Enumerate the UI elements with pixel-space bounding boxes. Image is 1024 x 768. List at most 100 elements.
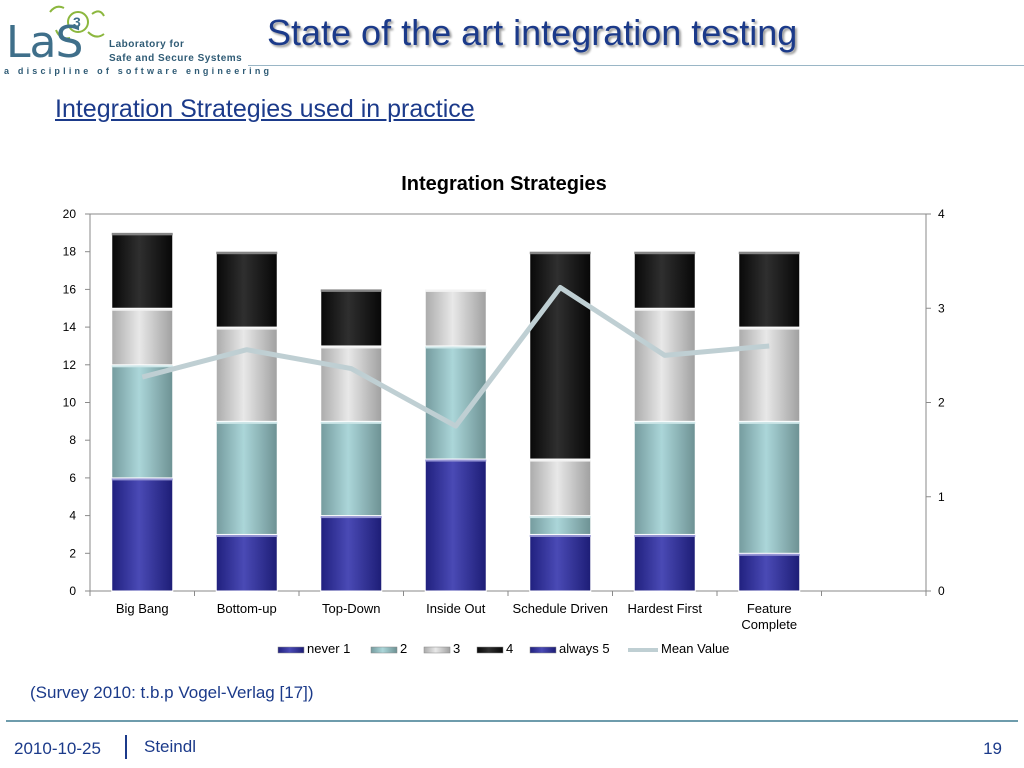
y-tick-label: 8	[69, 433, 76, 447]
header-divider	[248, 65, 1024, 66]
bar-segment-highlight	[320, 515, 382, 519]
bar-segment-highlight	[634, 421, 696, 424]
logo-mark-digit: 3	[73, 14, 81, 30]
bar-segment	[529, 251, 592, 460]
bar-segment	[738, 420, 801, 554]
bar-segment-highlight	[216, 251, 278, 255]
y-tick-label: 2	[69, 546, 76, 560]
legend-swatch	[370, 646, 398, 654]
bar-segment	[320, 345, 383, 422]
bar-segment	[320, 420, 383, 517]
footer-author: Steindl	[144, 737, 196, 756]
bar-segment	[633, 533, 696, 592]
bar-segment-highlight	[425, 289, 487, 292]
bar-segment-highlight	[216, 421, 278, 424]
bar-segment	[738, 326, 801, 422]
y-tick-label: 20	[63, 207, 77, 221]
bar-segment-highlight	[320, 421, 382, 424]
footer-date: 2010-10-25	[14, 739, 101, 758]
y-tick-label: 4	[69, 509, 76, 523]
bar-segment	[320, 288, 383, 347]
logo-line-1: Laboratory for	[109, 39, 185, 50]
bar-segment	[215, 326, 278, 422]
legend-label: always 5	[559, 641, 610, 656]
legend-label: 3	[453, 641, 460, 656]
y2-tick-label: 2	[938, 396, 945, 410]
bar-segment-highlight	[111, 232, 173, 236]
logo-line-2: Safe and Secure Systems	[109, 53, 243, 64]
y-tick-label: 0	[69, 584, 76, 598]
y2-tick-label: 0	[938, 584, 945, 598]
plot-area-frame	[89, 213, 927, 592]
bar-segment	[111, 364, 174, 479]
bar-segment-highlight	[529, 515, 591, 519]
bar-segment	[738, 552, 801, 592]
x-tick-label: Bottom-up	[217, 601, 277, 616]
bar-segment	[633, 420, 696, 535]
bar-segment	[529, 458, 592, 517]
legend-swatch	[277, 646, 305, 654]
x-tick-label: Big Bang	[116, 601, 169, 616]
bar-segment	[111, 307, 174, 366]
y-tick-label: 10	[63, 396, 77, 410]
bar-segment-highlight	[529, 534, 591, 537]
las-logo: 3 LaS Laboratory for Safe and Secure Sys…	[0, 0, 269, 80]
logo-tagline: a discipline of software engineering	[4, 66, 273, 76]
page-number: 19	[983, 739, 1002, 758]
legend-label: 2	[400, 641, 407, 656]
bar-segment-highlight	[216, 534, 278, 537]
bar-segment-highlight	[738, 251, 800, 255]
bar-segment	[111, 232, 174, 309]
y-tick-label: 18	[63, 245, 77, 259]
logo-mark-icon	[49, 5, 105, 40]
bar-segment-highlight	[216, 327, 278, 330]
y-tick-label: 12	[63, 358, 77, 372]
bar-segment	[424, 345, 487, 460]
footer-separator	[125, 735, 127, 759]
bar-segment-highlight	[425, 459, 487, 462]
bar-segment-highlight	[738, 553, 800, 556]
bar-segment-highlight	[529, 459, 591, 462]
legend-label: 4	[506, 641, 513, 656]
bar-segment	[320, 515, 383, 592]
bar-segment	[215, 533, 278, 592]
legend-label: Mean Value	[661, 641, 729, 656]
x-tick-label: Hardest First	[628, 601, 703, 616]
bar-segment-highlight	[320, 289, 382, 292]
bar-segment	[633, 307, 696, 422]
bar-segment-highlight	[634, 251, 696, 255]
bar-segment-highlight	[111, 308, 173, 311]
footer-divider	[6, 720, 1018, 722]
bar-segment	[529, 515, 592, 535]
chart-bars	[111, 232, 801, 592]
bar-segment-highlight	[738, 327, 800, 330]
y2-tick-label: 1	[938, 490, 945, 504]
logo-text: LaS	[6, 17, 83, 68]
bar-segment	[215, 251, 278, 328]
bar-segment-highlight	[111, 364, 173, 368]
bar-segment-highlight	[111, 477, 173, 481]
bar-segment	[424, 288, 487, 347]
legend-label: never 1	[307, 641, 350, 656]
y-tick-label: 6	[69, 471, 76, 485]
legend-swatch	[529, 646, 557, 654]
bar-segment-highlight	[634, 308, 696, 311]
slide-subtitle: Integration Strategies used in practice	[55, 95, 475, 123]
bar-segment	[738, 251, 801, 328]
x-tick-label: Schedule Driven	[513, 601, 608, 616]
bar-segment	[529, 533, 592, 592]
x-tick-label: Inside Out	[426, 601, 486, 616]
x-tick-label: Top-Down	[322, 601, 381, 616]
x-tick-label: Feature Complete	[741, 601, 797, 632]
bar-segment-highlight	[320, 345, 382, 349]
y2-tick-label: 3	[938, 301, 945, 315]
bar-segment	[633, 251, 696, 309]
bar-segment	[215, 420, 278, 535]
bar-segment-highlight	[738, 421, 800, 424]
bar-segment-highlight	[425, 345, 487, 349]
bar-segment-highlight	[529, 251, 591, 255]
chart-legend: never 1 2 3 4 always 5 Mean Value	[277, 641, 729, 656]
chart-title: Integration Strategies	[401, 173, 607, 195]
y-tick-label: 16	[63, 282, 77, 296]
